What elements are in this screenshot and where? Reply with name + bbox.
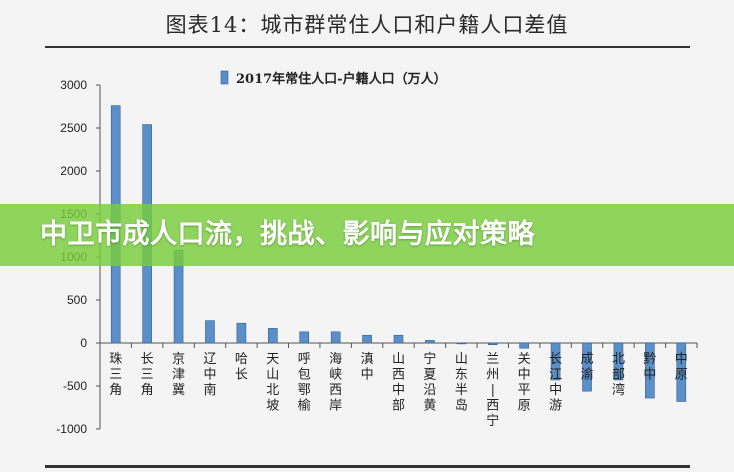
- banner-title: 中卫市成人口流，挑战、影响与应对策略: [40, 219, 535, 250]
- x-tick-label: 北部湾: [612, 352, 625, 398]
- x-tick-label: 长三角: [141, 352, 154, 398]
- bar: [487, 342, 498, 346]
- bar: [330, 331, 341, 344]
- bar: [236, 322, 247, 344]
- bar: [425, 340, 435, 344]
- x-tick-label: 山西中部: [392, 352, 405, 414]
- x-tick-label: 滇中: [361, 352, 374, 383]
- x-tick-label: 珠三角: [109, 352, 122, 398]
- bar: [582, 342, 592, 392]
- x-tick-label: 宁夏沿黄: [423, 351, 436, 414]
- x-tick-label: 关中平原: [518, 352, 531, 414]
- bar: [519, 342, 529, 349]
- bar: [676, 342, 687, 402]
- x-tick-label: 黔中: [643, 352, 656, 383]
- x-tick-label: 哈长: [235, 352, 248, 383]
- bar: [456, 342, 467, 345]
- y-tick-label: -1000: [56, 422, 87, 436]
- y-tick-label: 500: [67, 293, 87, 307]
- title-rule: [45, 46, 690, 48]
- bar: [550, 342, 561, 381]
- x-tick-label: 中原: [675, 352, 688, 383]
- x-tick-label: 海峡西岸: [329, 352, 342, 414]
- bar: [205, 320, 215, 344]
- bar: [362, 334, 372, 344]
- overlay-banner: 中卫市成人口流，挑战、影响与应对策略: [0, 204, 734, 266]
- x-tick-label: 京津冀: [172, 352, 185, 398]
- x-tick-label: 兰州|西宁: [486, 352, 499, 429]
- y-tick-label: -500: [63, 379, 87, 393]
- x-tick-label: 长江中游: [549, 352, 562, 414]
- x-tick-label: 山东半岛: [455, 352, 468, 414]
- y-tick-label: 2500: [60, 121, 87, 135]
- bar: [268, 328, 278, 344]
- bar: [299, 331, 310, 344]
- x-tick-label: 呼包鄂榆: [298, 352, 311, 414]
- legend-swatch: [220, 70, 229, 85]
- figure-title: 图表14：城市群常住人口和户籍人口差值: [165, 13, 569, 37]
- x-tick-label: 天山北坡: [266, 352, 279, 414]
- bar: [613, 342, 624, 381]
- bar: [645, 342, 655, 399]
- y-tick-label: 3000: [60, 78, 87, 92]
- x-tick-label: 辽中南: [203, 352, 216, 398]
- x-tick-label: 成渝: [581, 352, 594, 383]
- legend-label: 2017年常住人口-户籍人口（万人）: [236, 71, 447, 87]
- bar: [393, 334, 404, 344]
- bottom-rule: [45, 465, 690, 468]
- y-tick-label: 0: [80, 336, 87, 350]
- y-tick-label: 2000: [60, 164, 87, 178]
